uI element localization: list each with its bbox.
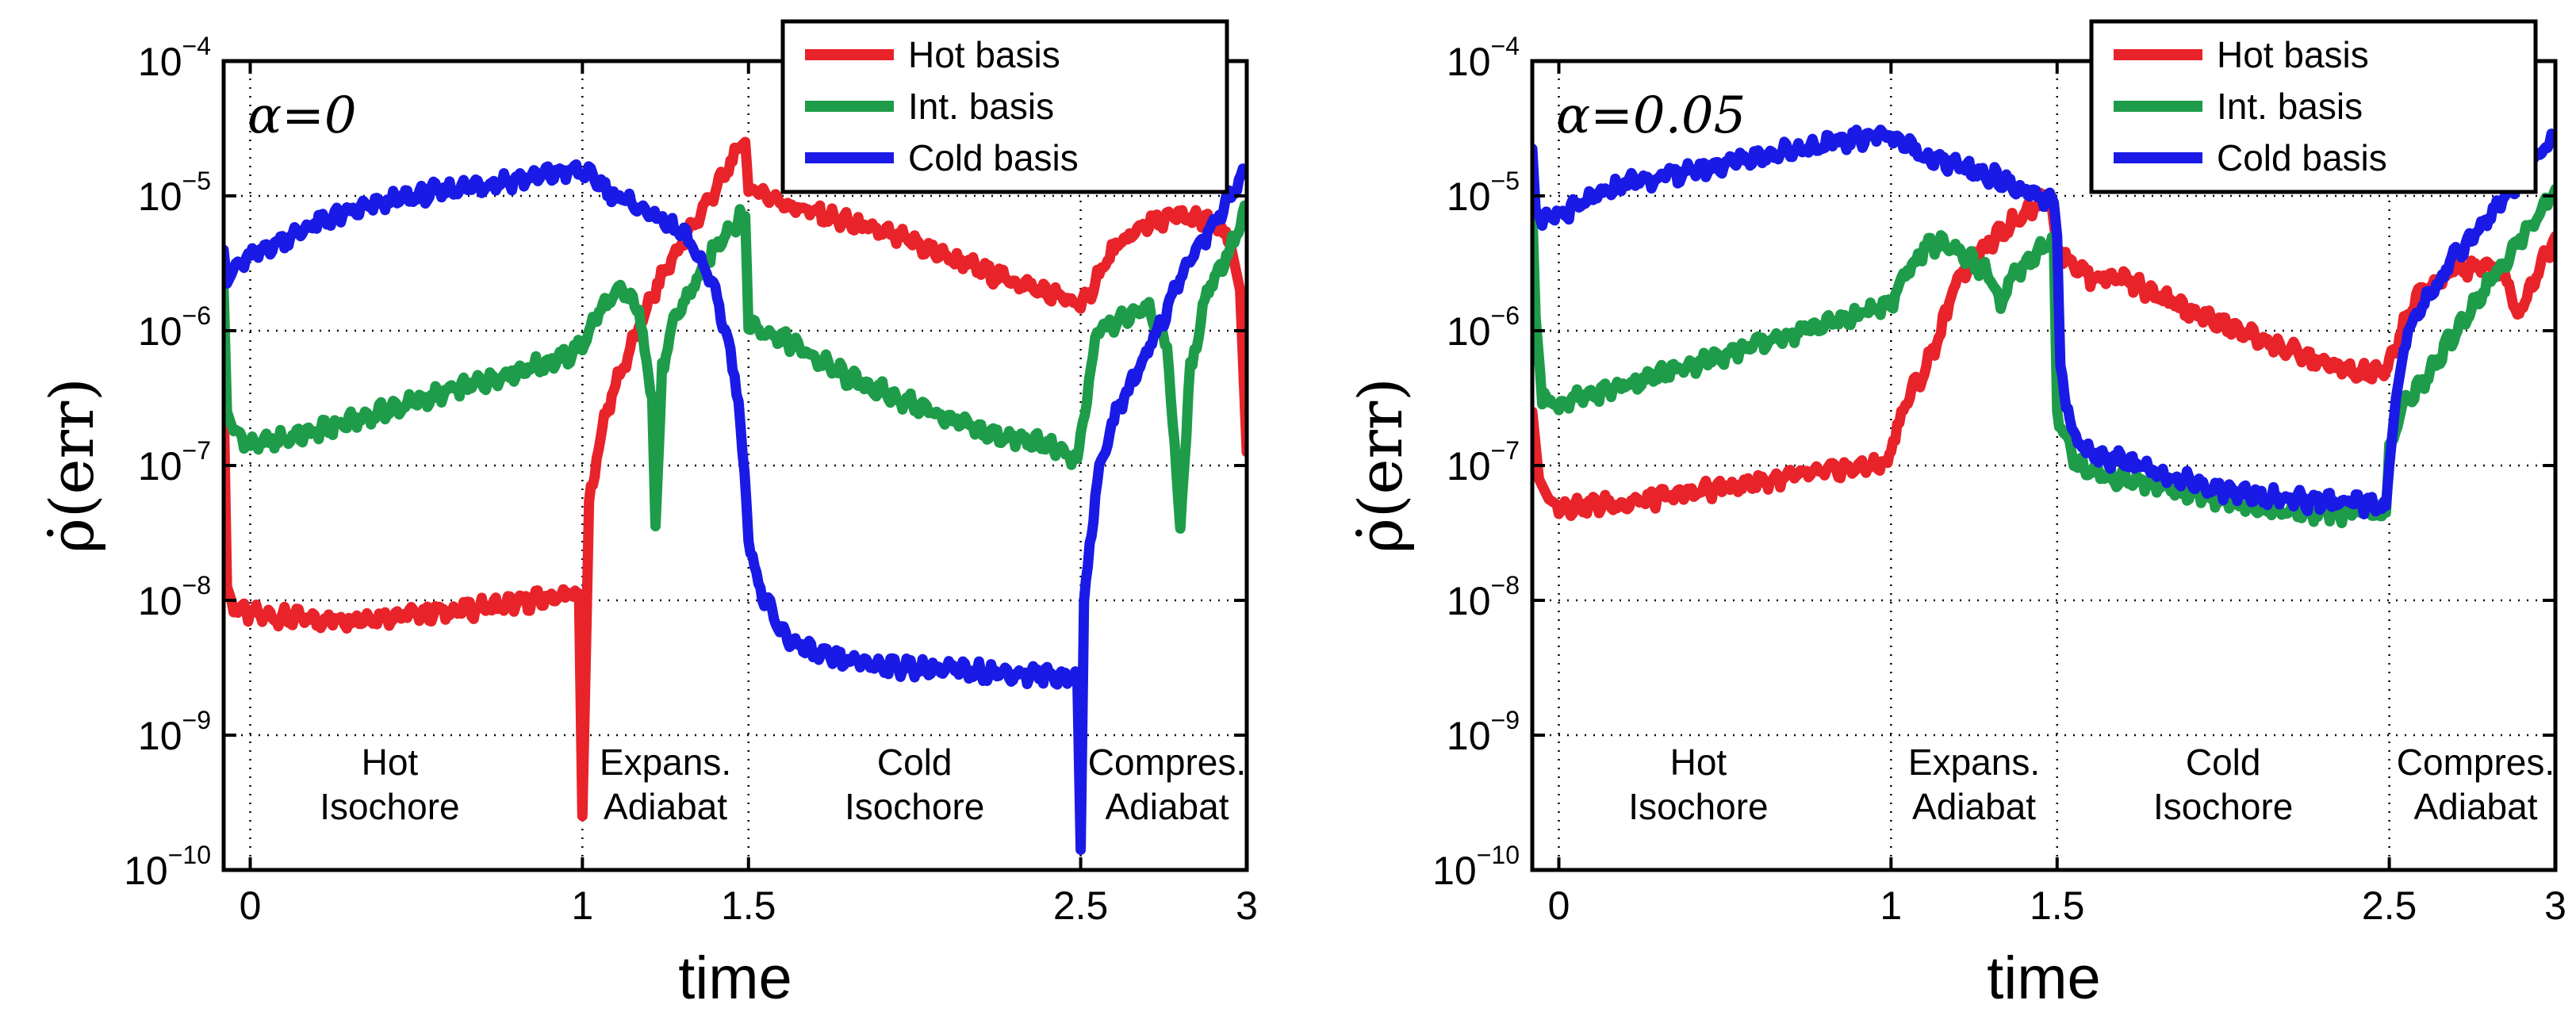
- x-axis-label: time: [1987, 945, 2101, 1012]
- phase-label-line1: Cold: [2186, 742, 2261, 783]
- series-group: [1532, 125, 2555, 529]
- y-tick-label: 10−9: [138, 706, 211, 758]
- y-tick-exponent: −9: [1491, 706, 1520, 734]
- y-tick-exponent: −7: [1491, 436, 1520, 465]
- y-axis-label: ρ̇(err): [36, 377, 107, 554]
- y-tick-label: 10−5: [1447, 167, 1520, 219]
- phase-label-line2: Adiabat: [1105, 786, 1229, 827]
- y-tick-base: 10: [1447, 579, 1491, 623]
- y-tick-exponent: −10: [168, 841, 211, 869]
- y-tick-base: 10: [124, 849, 168, 893]
- legend-label: Hot basis: [908, 34, 1060, 75]
- y-tick-exponent: −4: [1491, 32, 1520, 60]
- series-line-cold-basis: [224, 159, 1247, 855]
- x-tick-label: 1: [571, 883, 593, 928]
- chart-panel-alpha-0: HotIsochoreExpans.AdiabatColdIsochoreCom…: [36, 19, 1258, 1012]
- series-line-int-basis: [224, 200, 1247, 534]
- y-tick-base: 10: [1447, 40, 1491, 84]
- y-tick-label: 10−7: [1447, 436, 1520, 489]
- phase-label-line1: Compres.: [2397, 742, 2555, 783]
- phase-label-line2: Isochore: [1628, 786, 1768, 827]
- y-tick-exponent: −9: [182, 706, 211, 734]
- x-tick-label: 3: [2544, 883, 2566, 928]
- x-tick-label: 1.5: [721, 883, 776, 928]
- y-tick-base: 10: [138, 444, 182, 489]
- series-group: [224, 136, 1247, 855]
- y-tick-base: 10: [1447, 174, 1491, 219]
- legend-label: Int. basis: [2217, 86, 2363, 127]
- phase-label-line1: Expans.: [1908, 742, 2040, 783]
- y-tick-label: 10−8: [138, 571, 211, 623]
- y-tick-base: 10: [138, 174, 182, 219]
- phase-label-line1: Cold: [877, 742, 953, 783]
- y-axis-label: ρ̇(err): [1345, 377, 1416, 554]
- x-tick-label: 0: [1548, 883, 1570, 928]
- x-axis-label: time: [678, 945, 792, 1012]
- y-tick-exponent: −5: [1491, 167, 1520, 195]
- y-tick-exponent: −8: [1491, 571, 1520, 600]
- phase-label-line1: Hot: [362, 742, 419, 783]
- alpha-annotation: α=0.05: [1556, 86, 1746, 145]
- phase-label-line1: Expans.: [600, 742, 731, 783]
- legend-label: Cold basis: [908, 137, 1079, 178]
- y-tick-base: 10: [138, 714, 182, 758]
- y-tick-label: 10−10: [124, 841, 211, 893]
- y-tick-exponent: −4: [182, 32, 211, 60]
- y-tick-exponent: −6: [1491, 301, 1520, 330]
- y-tick-label: 10−6: [138, 301, 211, 354]
- x-tick-label: 2.5: [1053, 883, 1109, 928]
- legend-label: Hot basis: [2217, 34, 2369, 75]
- y-tick-base: 10: [1447, 714, 1491, 758]
- y-tick-base: 10: [138, 40, 182, 84]
- alpha-annotation: α=0: [247, 86, 357, 145]
- y-tick-label: 10−9: [1447, 706, 1520, 758]
- x-tick-label: 3: [1236, 883, 1258, 928]
- chart-panel-alpha-0.05: HotIsochoreExpans.AdiabatColdIsochoreCom…: [1345, 19, 2566, 1012]
- phase-label-line2: Adiabat: [604, 786, 727, 827]
- phase-label-line2: Adiabat: [1912, 786, 2036, 827]
- y-tick-label: 10−10: [1432, 841, 1520, 893]
- y-tick-exponent: −7: [182, 436, 211, 465]
- x-tick-label: 1: [1880, 883, 1902, 928]
- phase-label-line2: Adiabat: [2413, 786, 2537, 827]
- phase-label-line2: Isochore: [845, 786, 984, 827]
- phase-label-line2: Isochore: [320, 786, 459, 827]
- x-tick-label: 0: [240, 883, 262, 928]
- y-tick-base: 10: [1432, 849, 1477, 893]
- phase-label-line1: Hot: [1670, 742, 1727, 783]
- y-tick-base: 10: [138, 309, 182, 354]
- series-line-cold-basis: [1532, 125, 2555, 519]
- legend-label: Cold basis: [2217, 137, 2387, 178]
- series-line-hot-basis: [224, 136, 1247, 822]
- y-tick-label: 10−8: [1447, 571, 1520, 623]
- y-tick-label: 10−5: [138, 167, 211, 219]
- y-tick-label: 10−4: [138, 32, 211, 84]
- y-tick-label: 10−7: [138, 436, 211, 489]
- y-tick-exponent: −8: [182, 571, 211, 600]
- y-tick-base: 10: [138, 579, 182, 623]
- y-tick-exponent: −5: [182, 167, 211, 195]
- y-tick-base: 10: [1447, 309, 1491, 354]
- x-tick-label: 2.5: [2362, 883, 2417, 928]
- y-tick-exponent: −6: [182, 301, 211, 330]
- y-tick-label: 10−6: [1447, 301, 1520, 354]
- legend-label: Int. basis: [908, 86, 1054, 127]
- phase-label-line1: Compres.: [1088, 742, 1246, 783]
- y-tick-label: 10−4: [1447, 32, 1520, 84]
- y-tick-base: 10: [1447, 444, 1491, 489]
- x-tick-label: 1.5: [2030, 883, 2085, 928]
- phase-label-line2: Isochore: [2153, 786, 2293, 827]
- y-tick-exponent: −10: [1477, 841, 1520, 869]
